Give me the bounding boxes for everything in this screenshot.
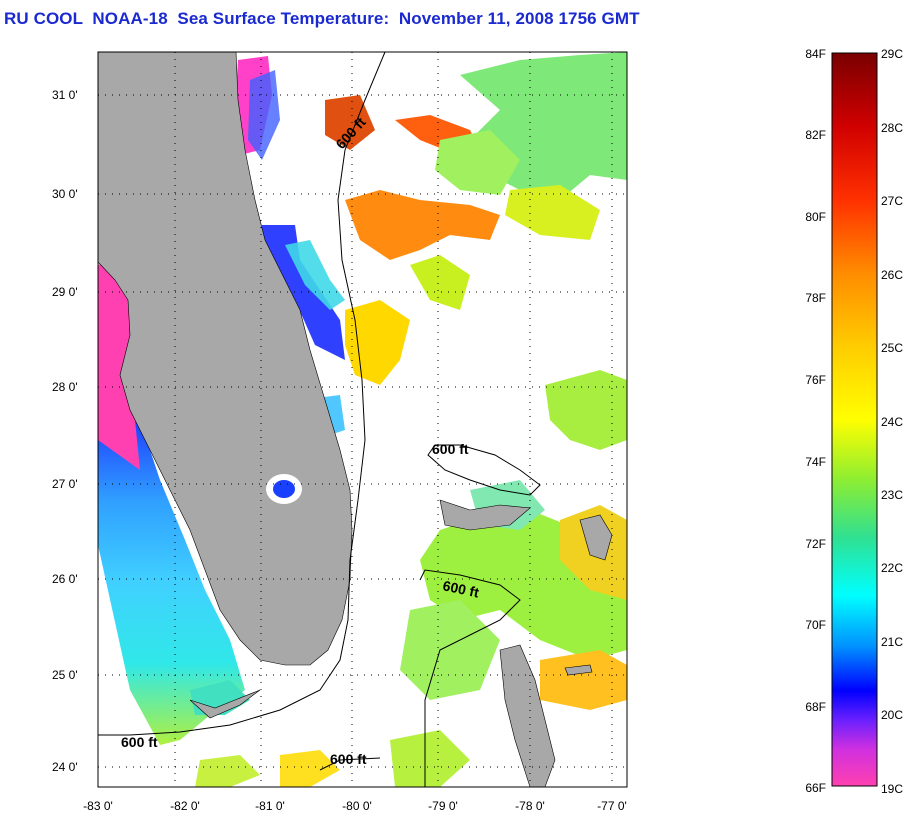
colorbar-c-label: 25C xyxy=(881,341,903,355)
longitude-labels: -83 0' -82 0' -81 0' -80 0' -79 0' -78 0… xyxy=(83,799,627,813)
sst-east-4 xyxy=(540,650,627,710)
sst-yellow-1 xyxy=(345,300,410,385)
lat-label: 31 0' xyxy=(52,88,78,102)
colorbar-c-labels: 29C 28C 27C 26C 25C 24C 23C 22C 21C 20C … xyxy=(881,47,903,796)
lat-label: 30 0' xyxy=(52,187,78,201)
sst-east-1 xyxy=(545,370,627,450)
colorbar-c-label: 19C xyxy=(881,782,903,796)
colorbar-f-label: 80F xyxy=(805,210,826,224)
bahamas-andros xyxy=(499,644,556,788)
colorbar-f-label: 82F xyxy=(805,128,826,142)
lon-label: -81 0' xyxy=(255,799,285,813)
colorbar-f-label: 76F xyxy=(805,373,826,387)
colorbar-c-label: 22C xyxy=(881,561,903,575)
colorbar-f-label: 74F xyxy=(805,455,826,469)
sst-yellow-2 xyxy=(410,255,470,310)
lon-label: -77 0' xyxy=(597,799,627,813)
florida-land xyxy=(97,51,353,666)
sst-south-1 xyxy=(195,755,260,787)
isobath-east-fl xyxy=(98,51,386,736)
colorbar-c-label: 27C xyxy=(881,194,903,208)
colorbar xyxy=(831,52,878,787)
colorbar-c-label: 24C xyxy=(881,415,903,429)
sst-warm-1 xyxy=(345,190,500,260)
colorbar-c-label: 26C xyxy=(881,268,903,282)
colorbar-c-label: 21C xyxy=(881,635,903,649)
lake-okeechobee-sst xyxy=(273,480,295,498)
lon-label: -79 0' xyxy=(428,799,458,813)
latitude-labels: 31 0' 30 0' 29 0' 28 0' 27 0' 26 0' 25 0… xyxy=(52,88,78,774)
colorbar-f-label: 78F xyxy=(805,291,826,305)
colorbar-f-label: 68F xyxy=(805,700,826,714)
sst-south-2 xyxy=(280,750,340,787)
sst-green-ne-2 xyxy=(435,130,520,195)
lat-label: 24 0' xyxy=(52,760,78,774)
contour-label: 600 ft xyxy=(432,441,469,457)
sst-south-3 xyxy=(390,730,470,787)
bahamas-abaco xyxy=(579,514,613,561)
lon-label: -83 0' xyxy=(83,799,113,813)
isobath-bahamas-south xyxy=(419,569,521,787)
map-title: RU COOL NOAA-18 Sea Surface Temperature:… xyxy=(4,9,640,28)
lon-label: -80 0' xyxy=(342,799,372,813)
isobath-600ft xyxy=(98,51,541,787)
colorbar-c-label: 29C xyxy=(881,47,903,61)
colorbar-c-label: 23C xyxy=(881,488,903,502)
lat-label: 29 0' xyxy=(52,285,78,299)
sst-swath-gulf xyxy=(98,420,245,745)
sst-patch-georgia-blue xyxy=(248,70,280,160)
florida-keys xyxy=(189,689,261,719)
sst-data-layer xyxy=(98,52,627,787)
lat-label: 27 0' xyxy=(52,477,78,491)
lat-label: 28 0' xyxy=(52,380,78,394)
bahamas-grand-bahama xyxy=(439,499,531,531)
lat-label: 25 0' xyxy=(52,668,78,682)
colorbar-f-label: 66F xyxy=(805,781,826,795)
colorbar-c-label: 20C xyxy=(881,708,903,722)
sst-east-3 xyxy=(400,600,500,700)
lon-label: -78 0' xyxy=(515,799,545,813)
sst-yellow-ne xyxy=(505,185,600,240)
lat-label: 26 0' xyxy=(52,572,78,586)
colorbar-f-label: 72F xyxy=(805,537,826,551)
sst-warm-3 xyxy=(325,95,375,150)
plot-frame xyxy=(97,51,628,788)
contour-label: 600 ft xyxy=(441,577,480,600)
lon-label: -82 0' xyxy=(170,799,200,813)
colorbar-f-labels: 84F 82F 80F 78F 76F 74F 72F 70F 68F 66F xyxy=(805,47,826,795)
isobath-south xyxy=(319,757,381,771)
bahamas-new-providence xyxy=(564,664,593,676)
isobath-bahamas-north xyxy=(427,444,541,496)
sst-coastal-band xyxy=(262,225,345,360)
colorbar-f-label: 84F xyxy=(805,47,826,61)
contour-label: 600 ft xyxy=(330,751,367,767)
colorbar-f-label: 70F xyxy=(805,618,826,632)
contour-label: 600 ft xyxy=(121,734,158,750)
colorbar-c-label: 28C xyxy=(881,121,903,135)
